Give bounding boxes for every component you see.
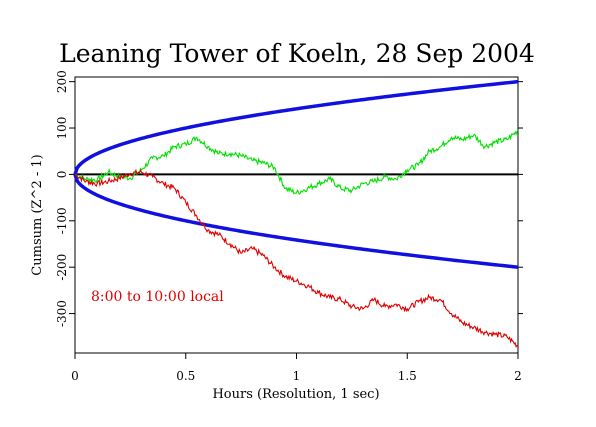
- x-tick-label: 1.5: [398, 369, 417, 383]
- y-tick-label: -200: [55, 254, 69, 281]
- envelope-upper-series: [73, 79, 519, 175]
- x-tick-label: 1: [293, 369, 301, 383]
- y-tick-label: -300: [55, 300, 69, 327]
- y-axis: 200 100 0 -100 -200 -300: [55, 70, 75, 327]
- x-axis: 0 0.5 1 1.5 2: [71, 353, 522, 383]
- red-series-line: [74, 168, 519, 349]
- x-tick-label: 2: [514, 369, 522, 383]
- x-axis-label: Hours (Resolution, 1 sec): [212, 387, 379, 402]
- y-axis-label: Cumsum (Z^2 - 1): [30, 154, 45, 275]
- y-tick-label: 0: [55, 171, 69, 179]
- y-tick-label: 200: [55, 70, 69, 93]
- green-series-line: [74, 129, 519, 196]
- x-tick-label: 0: [71, 369, 79, 383]
- plot-frame: [74, 76, 519, 354]
- y-tick-label: 100: [55, 117, 69, 140]
- envelope-lower-series: [73, 173, 519, 269]
- right-axis: [518, 81, 523, 315]
- chart-title: Leaning Tower of Koeln, 28 Sep 2004: [59, 39, 535, 68]
- y-tick-label: -100: [55, 207, 69, 234]
- x-tick-label: 0.5: [176, 369, 195, 383]
- time-range-annotation: 8:00 to 10:00 local: [91, 289, 224, 305]
